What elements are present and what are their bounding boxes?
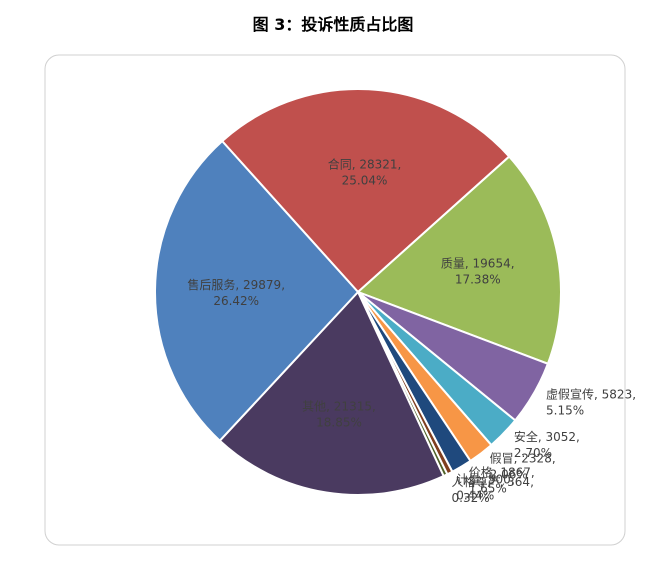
pie-slice — [220, 88, 511, 294]
chart-title: 图 3：投诉性质占比图 — [253, 15, 414, 34]
data-label-line: 26.42% — [213, 294, 259, 308]
data-label: 假冒, 2328, 2.06% — [490, 452, 556, 482]
data-label-line: 售后服务, 29879, — [187, 277, 285, 292]
data-label-line: 2.06% — [490, 468, 528, 482]
data-label: 合同, 28321, 25.04% — [328, 156, 402, 187]
data-label-line: 2.70% — [514, 446, 552, 460]
data-label-line: 17.38% — [455, 273, 501, 287]
pie-slice — [356, 155, 562, 366]
data-label-line: 假冒, 2328, — [490, 452, 556, 466]
data-label: 虚假宣传, 5823, 5.15% — [546, 386, 636, 417]
data-label-line: 质量, 19654, — [441, 257, 515, 271]
data-label-line: 0.32% — [452, 491, 490, 505]
data-label: 其他, 21315, 18.85% — [302, 399, 376, 429]
data-label-line: 1.65% — [469, 482, 507, 496]
data-label-line: 合同, 28321, — [328, 156, 402, 171]
data-label-line: 其他, 21315, — [302, 399, 376, 413]
data-label-line: 安全, 3052, — [514, 429, 580, 444]
pie-slice — [218, 290, 445, 496]
data-label-line: 计量, 500, — [456, 473, 514, 487]
pie-slice — [154, 139, 360, 443]
data-label-line: 虚假宣传, 5823, — [546, 386, 636, 401]
data-label-line: 25.04% — [342, 173, 388, 187]
data-label-line: 0.44% — [456, 489, 494, 503]
data-label-line: 价格, 1867, — [469, 465, 535, 480]
data-label-line: 人格尊严, 364, — [452, 474, 534, 489]
data-label: 价格, 1867, 1.65% — [469, 465, 535, 496]
data-label: 人格尊严, 364, 0.32% — [452, 474, 534, 505]
data-label: 计量, 500, 0.44% — [456, 473, 514, 503]
data-label: 安全, 3052, 2.70% — [514, 429, 580, 460]
data-label-line: 18.85% — [316, 415, 362, 429]
data-label: 质量, 19654, 17.38% — [441, 257, 515, 287]
data-label-line: 5.15% — [546, 403, 584, 417]
data-label: 售后服务, 29879, 26.42% — [187, 277, 285, 308]
